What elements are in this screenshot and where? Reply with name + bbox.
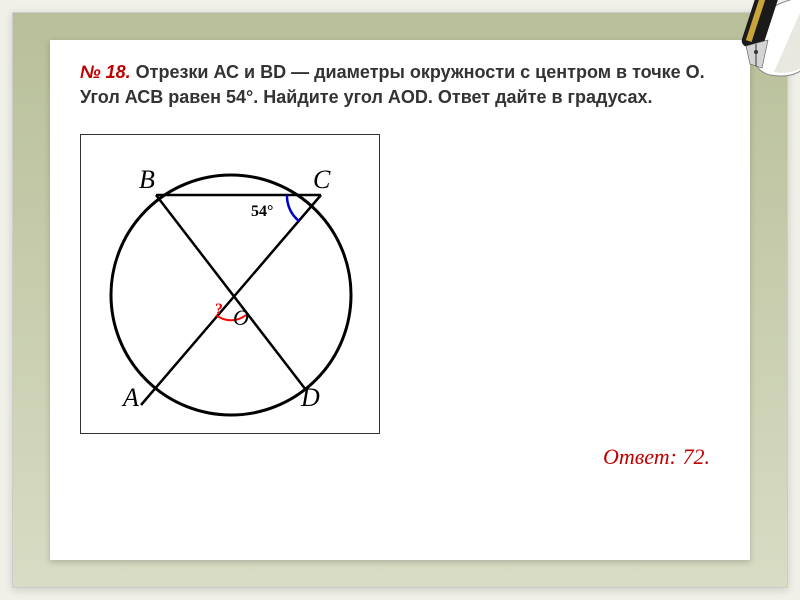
circle-outline [111,175,351,415]
answer-text: Ответ: 72. [603,444,710,470]
label-A: A [123,383,139,413]
content-card: № 18. Отрезки АС и BD — диаметры окружно… [50,40,750,560]
angle-value-54: 54° [251,203,273,221]
problem-number: № 18. [80,62,131,82]
angle-arc-acb [287,195,299,221]
label-D: D [301,383,320,413]
problem-body: Отрезки АС и BD — диаметры окружности с … [80,62,705,107]
problem-statement: № 18. Отрезки АС и BD — диаметры окружно… [80,60,720,110]
question-mark: ? [215,301,223,319]
label-B: B [139,165,155,195]
circle-diagram: A B C D O 54° ? [80,134,380,434]
label-O: O [233,305,249,331]
label-C: C [313,165,330,195]
pen-decoration-icon [690,0,800,110]
